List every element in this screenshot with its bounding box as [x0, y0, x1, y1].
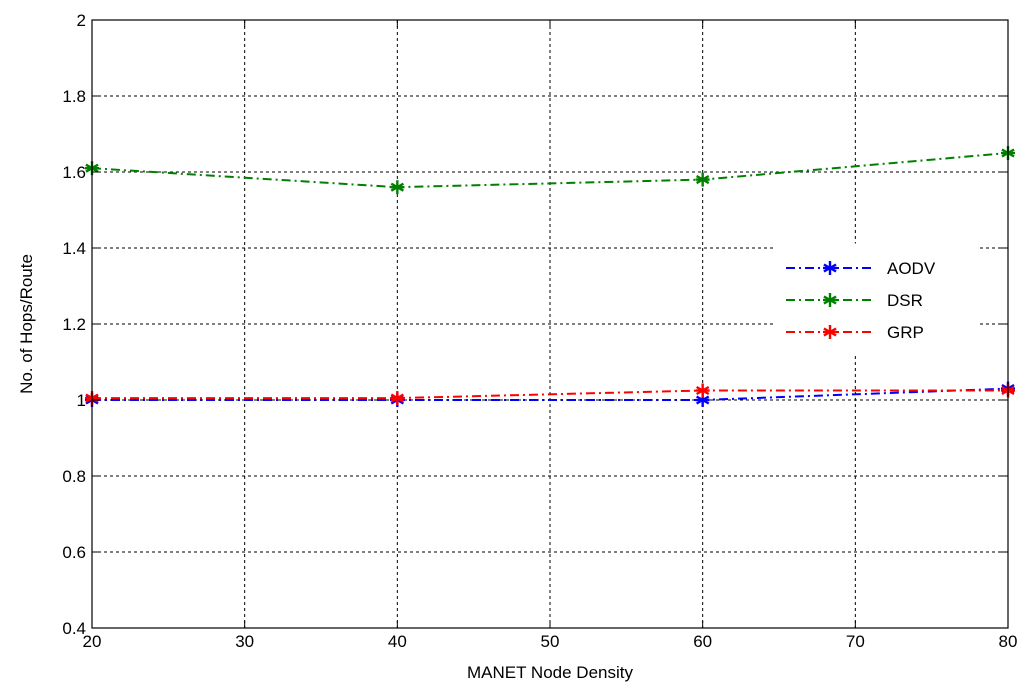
x-tick-label: 40: [388, 632, 407, 651]
data-point: [695, 383, 710, 398]
legend-marker: [823, 293, 837, 307]
data-point: [390, 180, 405, 195]
y-tick-label: 1.8: [62, 87, 86, 106]
y-tick-label: 1.4: [62, 239, 86, 258]
x-tick-label: 30: [235, 632, 254, 651]
x-tick-label: 70: [846, 632, 865, 651]
y-axis-label: No. of Hops/Route: [17, 254, 36, 394]
data-point: [695, 172, 710, 187]
legend-item-aodv: AODV: [786, 259, 936, 278]
legend-marker: [823, 325, 837, 339]
data-point: [390, 391, 405, 406]
legend: AODV DSR GRP: [775, 243, 978, 355]
series-line: [92, 389, 1008, 400]
y-tick-label: 1.2: [62, 315, 86, 334]
legend-label: GRP: [887, 323, 924, 342]
x-tick-label: 80: [999, 632, 1018, 651]
legend-item-grp: GRP: [786, 323, 924, 342]
legend-label: DSR: [887, 291, 923, 310]
legend-marker: [823, 261, 837, 275]
legend-item-dsr: DSR: [786, 291, 923, 310]
legend-label: AODV: [887, 259, 936, 278]
y-tick-label: 0.4: [62, 619, 86, 638]
y-tick-label: 1.6: [62, 163, 86, 182]
y-tick-label: 0.6: [62, 543, 86, 562]
x-tick-label: 60: [693, 632, 712, 651]
y-tick-label: 0.8: [62, 467, 86, 486]
x-tick-label: 50: [541, 632, 560, 651]
x-tick-label: 20: [83, 632, 102, 651]
y-tick-label: 2: [77, 11, 86, 30]
y-tick-label: 1: [77, 391, 86, 410]
x-axis-label: MANET Node Density: [467, 663, 633, 682]
series-line: [91, 152, 1009, 189]
axis-ticks: 20 30 40 50 60 70 80 0.4 0.6 0.8 1 1.2 1.4 1.6 1.8 2: [62, 11, 1017, 651]
series-line: [92, 387, 1009, 401]
